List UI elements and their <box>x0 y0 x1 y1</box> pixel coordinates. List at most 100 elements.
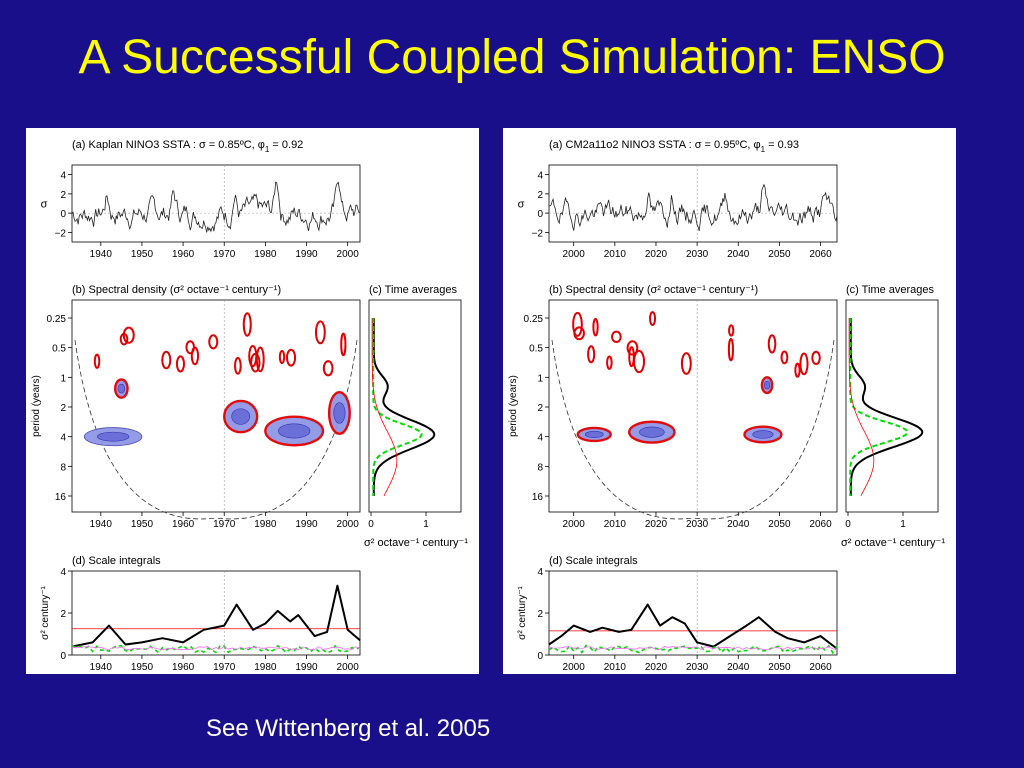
nino3-series-line <box>71 181 361 233</box>
x-tick-label: 2040 <box>727 662 750 673</box>
spectral-contour-island <box>278 349 286 365</box>
scale-integrals-frame <box>548 570 838 656</box>
spectral-contour-inner <box>231 408 251 425</box>
x-tick-label: 1950 <box>131 249 154 260</box>
y-tick-label: 4 <box>60 171 66 182</box>
period-tick-label: 2 <box>60 403 66 414</box>
period-tick-label: 1 <box>60 373 66 384</box>
time-average-black-curve <box>849 318 924 496</box>
scale-integrals-plot: (d) Scale integrals 4 2 0 σ² century⁻¹ 1940 19… <box>40 555 361 673</box>
x-tick-label: 1950 <box>131 662 154 673</box>
spectral-contour-island <box>250 352 261 373</box>
time-average-green-curve <box>849 318 909 496</box>
spectral-contour-island <box>811 350 821 366</box>
spectral-contour-inner <box>97 431 130 442</box>
x-tick-label: 2000 <box>337 249 360 260</box>
period-tick-label: 0.25 <box>47 314 67 325</box>
x-tick-label: 1960 <box>172 662 195 673</box>
y-tick-label: 4 <box>537 171 543 182</box>
y-tick-label: 0 <box>537 651 543 662</box>
y-axis-label: σ <box>518 199 525 211</box>
x-tick-label: 1940 <box>90 249 113 260</box>
left-figure-panel: (a) Kaplan NINO3 SSTA : σ = 0.85ºC, φ1 =… <box>26 128 479 674</box>
scale-integrals-black-line <box>548 603 838 650</box>
x-tick-label: 1990 <box>295 662 318 673</box>
spectral-contour-inner <box>639 426 665 438</box>
spectral-contour-inner <box>584 430 604 439</box>
spectral-contour-island <box>611 330 622 344</box>
scale-integrals-black-line <box>71 584 361 648</box>
right-figure-panel: (a) CM2a11o2 NINO3 SSTA : σ = 0.95ºC, φ1… <box>503 128 956 674</box>
x-tick-label: 1940 <box>90 519 113 530</box>
timeseries-title-phi-sub: 1 <box>265 145 270 154</box>
y-tick-label: −2 <box>532 228 544 239</box>
spectral-contour-island <box>649 311 657 326</box>
spectral-contour-island <box>242 312 252 337</box>
timeseries-frame <box>71 164 361 243</box>
x-tick-label: 0 <box>845 519 851 530</box>
time-averages-title: (c) Time averages <box>846 284 935 296</box>
timeseries-frame <box>548 164 838 243</box>
spectral-contour-island <box>606 355 613 370</box>
y-tick-label: 0 <box>537 209 543 220</box>
spectral-frame <box>71 299 361 513</box>
spectral-density-plot: (b) Spectral density (σ² octave⁻¹ centur… <box>508 284 838 530</box>
x-tick-label: 2050 <box>768 662 791 673</box>
period-tick-label: 0.5 <box>529 344 543 355</box>
spectral-title: (b) Spectral density (σ² octave⁻¹ centur… <box>72 284 281 296</box>
timeseries-title-phi: φ <box>258 139 265 151</box>
period-tick-label: 16 <box>532 492 544 503</box>
scale-integrals-plot: (d) Scale integrals 4 2 0 σ² century⁻¹ 2000 20… <box>517 555 838 673</box>
x-tick-label: 2040 <box>727 519 750 530</box>
x-tick-label: 1980 <box>254 249 277 260</box>
spectral-contour-inner <box>333 402 346 424</box>
spectral-contour-island <box>728 324 735 337</box>
x-tick-label: 1980 <box>254 662 277 673</box>
time-averages-frame <box>845 299 939 513</box>
spectral-contour-island <box>767 334 777 354</box>
x-tick-label: 2020 <box>645 519 668 530</box>
spectral-contour-island <box>285 348 297 367</box>
timeseries-plot: (a) Kaplan NINO3 SSTA : σ = 0.85ºC, φ1 =… <box>41 139 361 260</box>
x-tick-label: 2040 <box>727 249 750 260</box>
x-tick-label: 1970 <box>213 519 236 530</box>
time-averages-xlabel: σ² octave⁻¹ century⁻¹ <box>841 537 945 549</box>
x-tick-label: 2060 <box>809 662 832 673</box>
y-tick-label: 0 <box>60 651 66 662</box>
reference-text: See Wittenberg et al. 2005 <box>206 715 491 742</box>
y-tick-label: 4 <box>60 567 66 578</box>
x-tick-label: 2000 <box>563 662 586 673</box>
x-tick-label: 2000 <box>563 249 586 260</box>
timeseries-title-phi-value: = 0.93 <box>765 139 799 151</box>
timeseries-title: (a) Kaplan NINO3 SSTA : σ = 0.85ºC, φ1 =… <box>72 139 303 154</box>
x-tick-label: 2050 <box>768 519 791 530</box>
spectral-contour-island <box>314 320 326 345</box>
y-axis-label: σ <box>41 199 48 211</box>
scale-integrals-ylabel: σ² century⁻¹ <box>40 585 51 639</box>
period-tick-label: 4 <box>537 433 543 444</box>
spectral-contour-island <box>208 334 219 350</box>
scale-integrals-title: (d) Scale integrals <box>549 555 638 567</box>
y-tick-label: 0 <box>60 209 66 220</box>
x-tick-label: 1960 <box>172 519 195 530</box>
y-tick-label: 2 <box>60 190 66 201</box>
timeseries-title: (a) CM2a11o2 NINO3 SSTA : σ = 0.95ºC, φ1… <box>549 139 799 154</box>
x-tick-label: 1980 <box>254 519 277 530</box>
spectral-contour-island <box>799 352 809 376</box>
timeseries-plot: (a) CM2a11o2 NINO3 SSTA : σ = 0.95ºC, φ1… <box>518 139 838 260</box>
spectral-contour-inner <box>117 383 126 394</box>
spectral-frame <box>548 299 838 513</box>
spectral-contour-island <box>680 352 692 375</box>
x-tick-label: 1970 <box>213 249 236 260</box>
x-tick-label: 1990 <box>295 519 318 530</box>
x-tick-label: 0 <box>368 519 374 530</box>
spectral-contour-inner <box>752 430 774 439</box>
timeseries-title-phi: φ <box>754 139 761 151</box>
x-tick-label: 2000 <box>337 662 360 673</box>
spectral-contour-island <box>626 340 639 356</box>
x-tick-label: 2000 <box>337 519 360 530</box>
spectral-contour-island <box>161 350 172 370</box>
timeseries-title-phi-value: = 0.92 <box>269 139 303 151</box>
spectral-contour-island <box>234 357 242 375</box>
timeseries-title-sigma: (a) Kaplan NINO3 SSTA : σ = 0.85ºC, <box>72 139 258 151</box>
